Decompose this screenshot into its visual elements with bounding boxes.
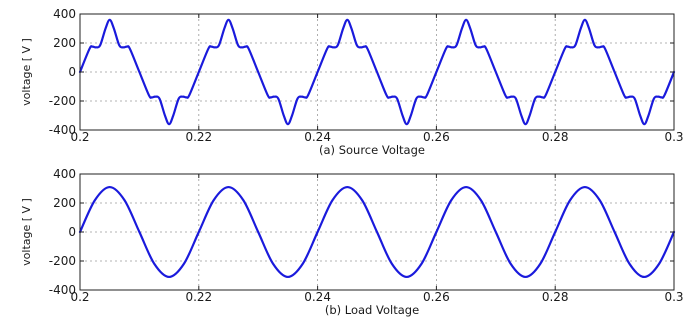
source-voltage-panel: 0.2 0.22 0.24 0.26 0.28 0.3 -400 -200 0 200 400 v…	[20, 7, 683, 157]
x-tick-label: 0.22	[185, 290, 212, 304]
y-tick-label: -200	[49, 254, 76, 268]
x-tick-label: 0.26	[423, 130, 450, 144]
x-tick-label: 0.28	[542, 130, 569, 144]
load-voltage-line	[78, 185, 676, 279]
y-tick-label: 0	[68, 225, 76, 239]
load-voltage-panel: 0.2 0.22 0.24 0.26 0.28 0.3 -400 -200 0 200 400 v…	[20, 167, 683, 317]
y-tick-labels: -400 -200 0 200 400	[49, 7, 76, 137]
x-tick-label: 0.24	[304, 130, 331, 144]
y-tick-label: 400	[53, 7, 76, 21]
y-tick-labels: -400 -200 0 200 400	[49, 167, 76, 297]
tick-marks	[79, 173, 675, 291]
x-tick-label: 0.28	[542, 290, 569, 304]
y-tick-label: -200	[49, 94, 76, 108]
x-tick-label: 0.26	[423, 290, 450, 304]
x-tick-label: 0.22	[185, 130, 212, 144]
x-tick-label: 0.24	[304, 290, 331, 304]
y-axis-label: voltage [ V ]	[20, 38, 33, 106]
x-tick-label: 0.3	[664, 130, 683, 144]
x-tick-labels: 0.2 0.22 0.24 0.26 0.28 0.3	[70, 290, 683, 304]
tick-marks	[79, 13, 675, 131]
subplot-caption: (b) Load Voltage	[325, 303, 419, 317]
x-tick-label: 0.2	[70, 130, 89, 144]
x-tick-labels: 0.2 0.22 0.24 0.26 0.28 0.3	[70, 130, 683, 144]
y-tick-label: 0	[68, 65, 76, 79]
y-tick-label: -400	[49, 283, 76, 297]
subplot-caption: (a) Source Voltage	[319, 143, 425, 157]
y-tick-label: -400	[49, 123, 76, 137]
y-tick-label: 400	[53, 167, 76, 181]
x-tick-label: 0.3	[664, 290, 683, 304]
x-tick-label: 0.2	[70, 290, 89, 304]
y-tick-label: 200	[53, 196, 76, 210]
y-tick-label: 200	[53, 36, 76, 50]
y-axis-label: voltage [ V ]	[20, 198, 33, 266]
source-voltage-line	[78, 18, 676, 126]
